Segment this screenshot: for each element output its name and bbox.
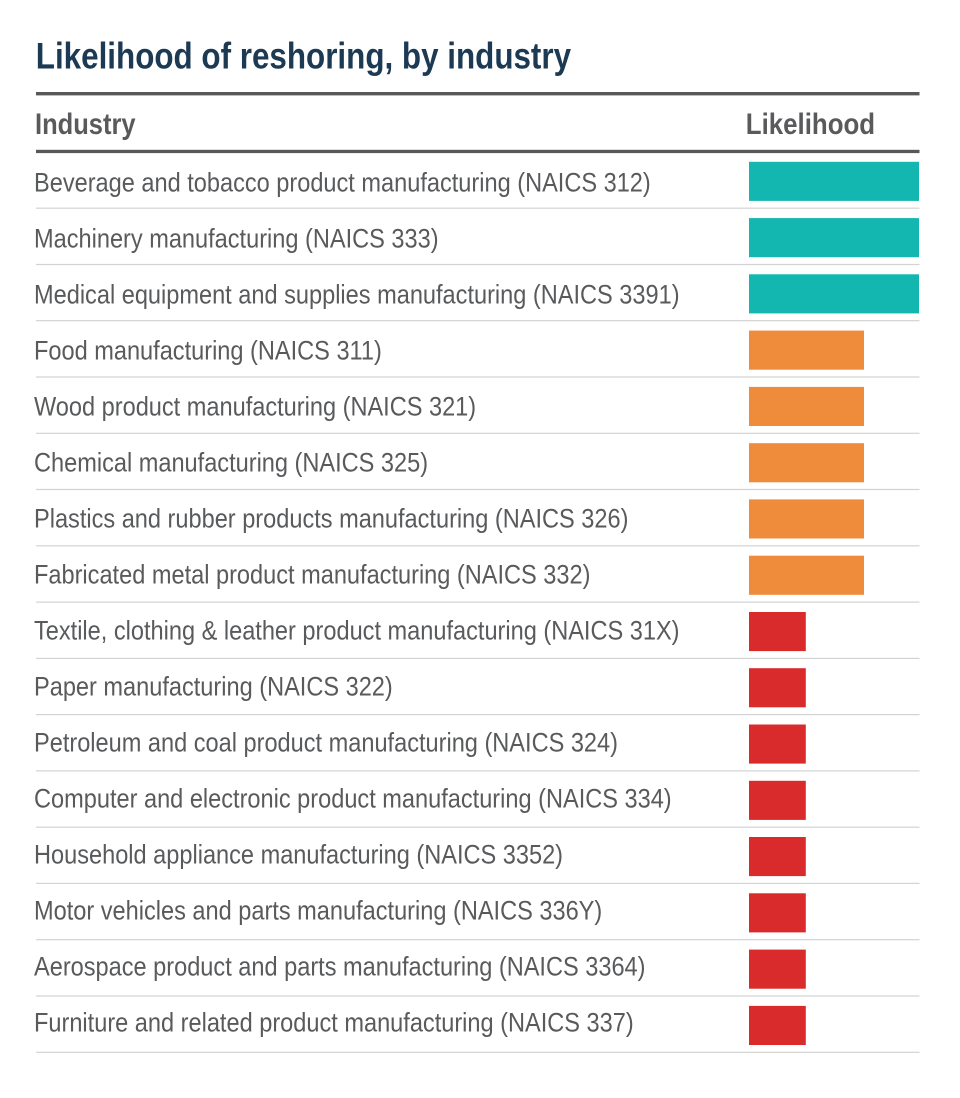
svg-text:Food manufacturing (NAICS 311): Food manufacturing (NAICS 311) [34, 336, 382, 366]
svg-text:Chemical manufacturing (NAICS: Chemical manufacturing (NAICS 325) [34, 448, 428, 478]
svg-text:Furniture and related product: Furniture and related product manufactur… [34, 1008, 634, 1038]
svg-text:Medical equipment and supplies: Medical equipment and supplies manufactu… [34, 280, 680, 310]
svg-text:Petroleum and coal product man: Petroleum and coal product manufacturing… [34, 728, 618, 758]
svg-text:Motor vehicles and parts manuf: Motor vehicles and parts manufacturing (… [34, 896, 602, 926]
svg-text:Aerospace product and parts ma: Aerospace product and parts manufacturin… [34, 952, 645, 982]
svg-text:Paper manufacturing (NAICS 322: Paper manufacturing (NAICS 322) [34, 672, 393, 702]
svg-text:Fabricated metal product manuf: Fabricated metal product manufacturing (… [34, 560, 590, 590]
svg-text:Plastics and rubber products m: Plastics and rubber products manufacturi… [34, 504, 628, 534]
svg-text:Industry: Industry [35, 107, 136, 140]
svg-text:Textile, clothing & leather pr: Textile, clothing & leather product manu… [34, 616, 680, 646]
svg-text:Machinery manufacturing (NAICS: Machinery manufacturing (NAICS 333) [34, 224, 439, 254]
svg-text:Wood product manufacturing (NA: Wood product manufacturing (NAICS 321) [34, 392, 476, 422]
svg-text:Beverage and tobacco product m: Beverage and tobacco product manufacturi… [34, 168, 651, 198]
svg-text:Computer and electronic produc: Computer and electronic product manufact… [34, 784, 672, 814]
svg-text:Household appliance manufactur: Household appliance manufacturing (NAICS… [34, 840, 563, 870]
svg-text:Likelihood: Likelihood [746, 107, 875, 140]
svg-text:Likelihood of reshoring, by in: Likelihood of reshoring, by industry [36, 36, 571, 77]
